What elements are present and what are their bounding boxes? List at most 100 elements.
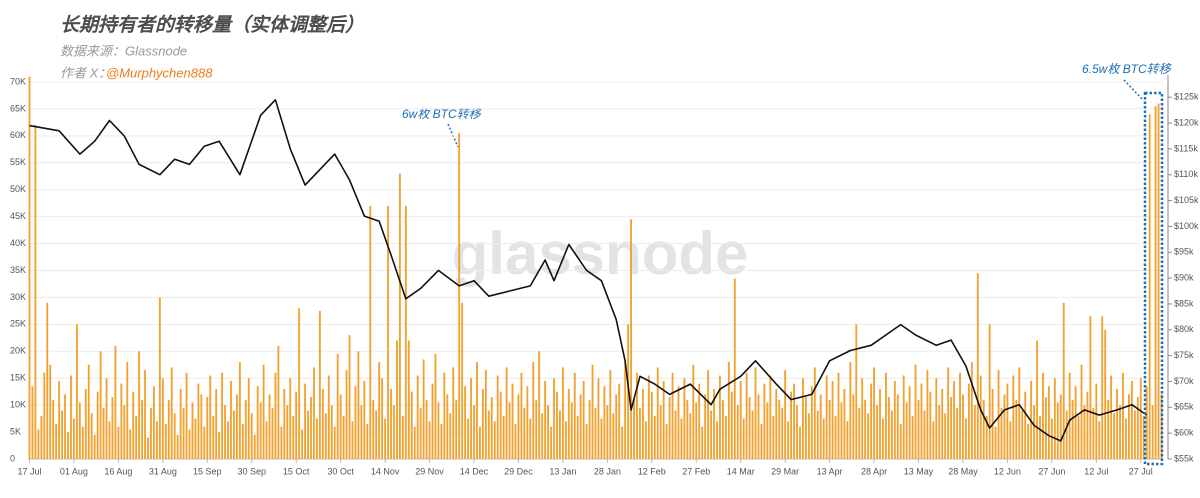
bar [221, 372, 224, 459]
bar [550, 426, 552, 459]
bar [802, 378, 804, 459]
bar [1006, 383, 1009, 459]
y2-tick-label: $55k [1174, 453, 1194, 463]
bar [262, 364, 265, 459]
bar [591, 364, 594, 459]
bar [301, 429, 304, 459]
x-tick-label: 30 Sep [237, 466, 266, 476]
bar [360, 405, 363, 459]
annotation: 6.5w枚 BTC转移 [1082, 62, 1172, 76]
bar [203, 426, 206, 459]
bar [994, 426, 997, 459]
bar [905, 402, 908, 459]
bar [804, 397, 807, 459]
bar [78, 402, 81, 459]
bar [529, 418, 532, 459]
bar [1125, 418, 1127, 459]
bar [52, 399, 55, 459]
subtitle: 数据来源：Glassnode [60, 43, 187, 58]
bar [464, 386, 467, 459]
bar [1110, 375, 1113, 459]
x-tick-label: 14 Dec [460, 466, 489, 476]
bar [1047, 386, 1050, 459]
bar [428, 421, 431, 459]
bar [932, 421, 935, 459]
bar [40, 415, 43, 459]
annotation: 6w枚 BTC转移 [402, 107, 482, 121]
bar [120, 383, 123, 459]
bar [647, 375, 650, 459]
bar [852, 394, 855, 459]
bar [1160, 394, 1163, 459]
bar [606, 405, 609, 459]
bar [90, 413, 93, 459]
bar [333, 426, 336, 459]
bar [1092, 407, 1095, 459]
bar [514, 423, 517, 459]
y-tick-label: 30K [10, 292, 26, 302]
y2-tick-label: $85k [1174, 298, 1194, 308]
x-tick-label: 27 Jul [1129, 466, 1153, 476]
x-tick-label: 01 Aug [60, 466, 88, 476]
bar [327, 375, 330, 459]
bar [695, 402, 698, 459]
bar [434, 353, 437, 459]
bar [585, 423, 588, 459]
bar [1148, 114, 1151, 460]
bar [751, 410, 754, 459]
bar [772, 415, 775, 459]
bar [404, 205, 407, 459]
bar [710, 410, 712, 459]
bar [790, 391, 793, 459]
bar [1104, 329, 1107, 459]
bar [1045, 397, 1047, 459]
bar [982, 399, 985, 459]
bar [200, 394, 203, 459]
bar [689, 413, 692, 459]
bar [517, 394, 520, 459]
bar [336, 353, 339, 459]
x-tick-label: 31 Aug [149, 466, 177, 476]
bar [698, 383, 701, 459]
x-tick-label: 13 Jan [549, 466, 576, 476]
bar [230, 380, 232, 459]
bar [668, 397, 671, 459]
bar [247, 378, 250, 459]
bar [348, 335, 351, 459]
x-tick-label: 27 Feb [682, 466, 710, 476]
bar [680, 418, 683, 459]
bar [487, 410, 490, 459]
bar [244, 399, 247, 459]
bar [215, 388, 218, 459]
bar [893, 380, 896, 459]
bar [64, 394, 66, 459]
bar [724, 415, 727, 459]
bar [671, 372, 674, 459]
bar [493, 421, 496, 459]
bar [1027, 423, 1030, 459]
bar [375, 410, 378, 459]
bar [896, 394, 899, 459]
bar [298, 308, 301, 459]
bar [573, 372, 576, 459]
bar [846, 421, 849, 459]
bar [224, 405, 226, 459]
plot-area: 0 5K 10K 15K 20K 25K 30K 35K 40K 45K 50K 55K 60K 65K 7… [10, 75, 1199, 476]
bar [650, 391, 653, 459]
bar [46, 302, 49, 459]
bar [324, 413, 327, 459]
y-tick-label: 70K [10, 76, 26, 86]
bar [834, 415, 837, 459]
bar [1003, 394, 1006, 459]
bar [153, 386, 155, 459]
bar [283, 388, 286, 459]
bar [541, 413, 544, 459]
bar [452, 367, 455, 459]
bar [810, 386, 813, 459]
bar [929, 391, 932, 459]
bar [1042, 372, 1044, 459]
bar [600, 418, 603, 459]
bar [318, 310, 321, 459]
bar [440, 423, 443, 459]
bar [425, 399, 428, 459]
